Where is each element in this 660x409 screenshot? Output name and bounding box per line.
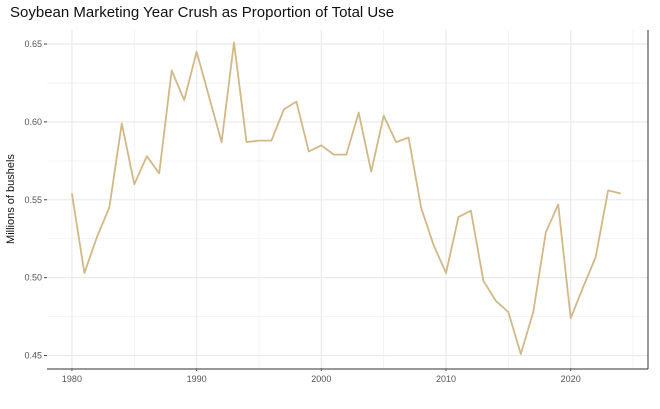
- y-tick-label: 0.65: [24, 39, 42, 49]
- x-tick-label: 2020: [561, 374, 581, 384]
- chart-title: Soybean Marketing Year Crush as Proporti…: [10, 4, 395, 21]
- x-tick-label: 2010: [436, 374, 456, 384]
- series-line: [71, 41, 621, 355]
- y-axis-label: Millions of bushels: [5, 154, 17, 244]
- x-tick-label: 1980: [62, 374, 82, 384]
- x-tick-label: 1990: [187, 374, 207, 384]
- y-tick-label: 0.45: [24, 351, 42, 361]
- y-tick-label: 0.60: [24, 117, 42, 127]
- y-tick-label: 0.50: [24, 273, 42, 283]
- x-tick-label: 2000: [311, 374, 331, 384]
- y-tick-label: 0.55: [24, 195, 42, 205]
